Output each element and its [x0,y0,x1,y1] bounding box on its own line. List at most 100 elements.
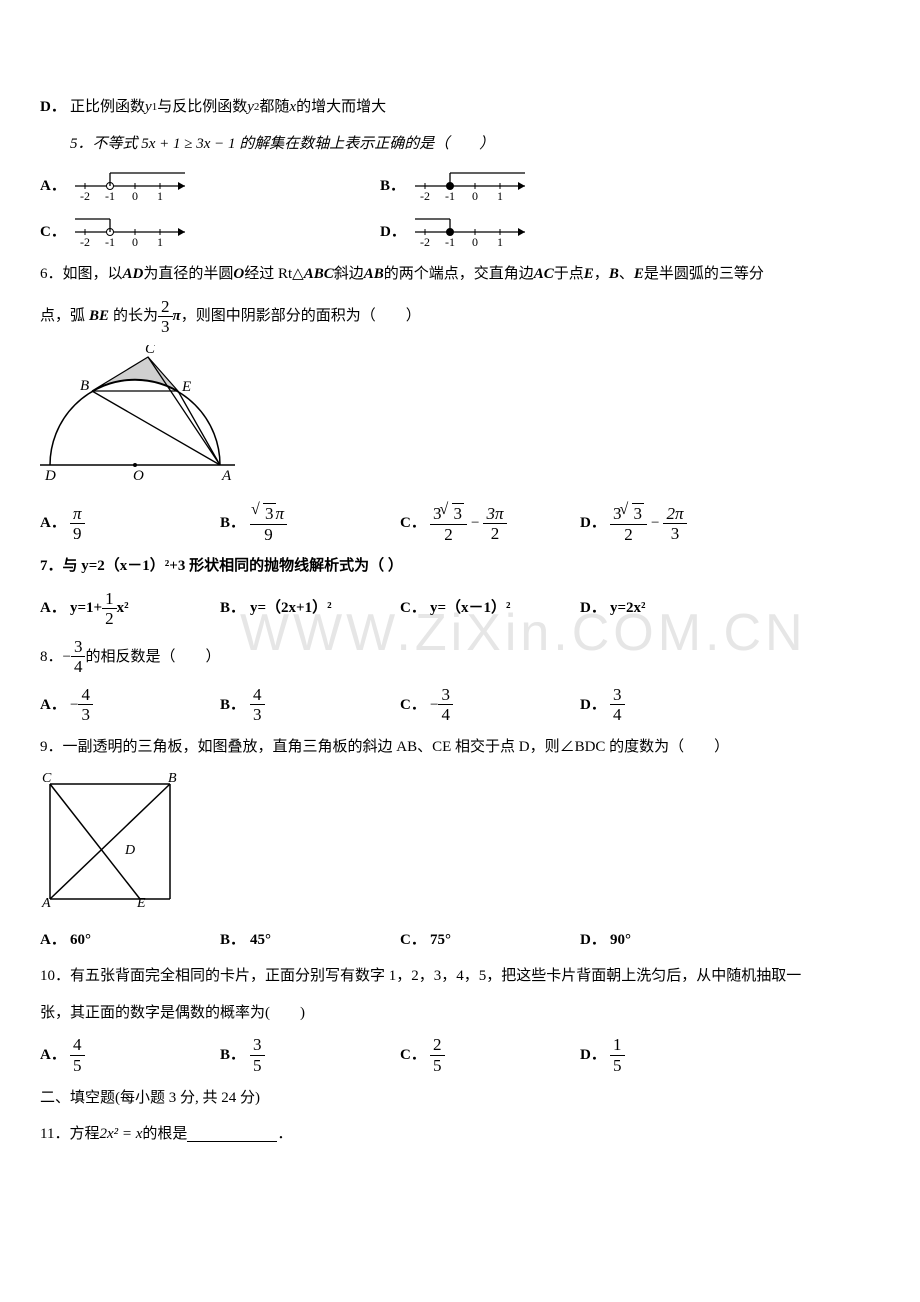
opt-d-label: D． [40,93,70,122]
q10-c-label: C． [400,1041,430,1070]
q6-line1: 6．如图，以 AD 为直径的半圆 O 经过 Rt△ ABC 斜边 AB 的两个端… [40,260,880,289]
q7-a-frac: 1 2 [102,589,117,629]
q6-t9: 是半圆弧的三等分 [644,260,764,289]
svg-text:-2: -2 [420,235,430,249]
q6-l2c: ，则图中阴影部分的面积为（ ） [181,302,421,331]
q6-l2a: 点，弧 [40,302,85,331]
q10-b-label: B． [220,1041,250,1070]
q6-t3: 经过 Rt△ [244,260,303,289]
q6-d-num2: 2π [663,504,686,525]
q6-t5: 的两个端点，交直角边 [384,260,534,289]
q6-a-num: π [70,504,85,525]
q10-options: A． 4 5 B． 3 5 C． 2 5 D． 1 5 [40,1035,880,1075]
svg-text:-1: -1 [445,235,455,249]
q6-a-den: 9 [70,524,85,544]
q8-a-frac: 4 3 [78,685,93,725]
q9-figure: A E C B D [40,769,880,920]
svg-text:-2: -2 [80,235,90,249]
q10-a-frac: 4 5 [70,1035,85,1075]
q6-frac-den: 3 [158,317,173,337]
q8-stem: 8． − 3 4 的相反数是（ ） [40,637,880,677]
q6-ac: AC [534,260,554,289]
optd-mid: 与反比例函数 [157,93,247,122]
q7-b-label: B． [220,594,250,623]
q10-line2: 张，其正面的数字是偶数的概率为( ) [40,999,880,1028]
q6-d-label: D． [580,509,610,538]
q6-options: A． π 9 B． 3π 9 C． 33 2 − 3π 2 [40,503,880,544]
svg-text:-2: -2 [420,189,430,203]
svg-text:1: 1 [157,189,163,203]
q-prev-option-d: D． 正比例函数 y 1 与反比例函数 y 2 都随 x 的增大而增大 [40,93,880,122]
q5-b-label: B． [380,172,410,201]
q6-ab: AB [364,260,384,289]
q8-d-label: D． [580,691,610,720]
q5-c-label: C． [40,218,70,247]
q9-b-val: 45° [250,926,271,955]
q9-d-val: 90° [610,926,631,955]
q10-d-label: D． [580,1041,610,1070]
q6-c-label: C． [400,509,430,538]
svg-text:1: 1 [497,189,503,203]
q6-t2: 为直径的半圆 [143,260,233,289]
q6-c-frac1: 33 2 [430,503,467,544]
q6-b-den: 9 [250,525,287,545]
q6-b-frac: 3π 9 [250,503,287,544]
q6-e: E [584,260,594,289]
q6-t7: ， [594,260,609,289]
svg-text:0: 0 [472,189,478,203]
svg-text:O: O [133,468,144,484]
q11-blank [187,1127,277,1142]
q10-d-frac: 1 5 [610,1035,625,1075]
q10-line1: 10．有五张背面完全相同的卡片，正面分别写有数字 1，2，3，4，5，把这些卡片… [40,962,880,991]
q7-c-val: y=（x－1）² [430,594,511,623]
q6-t8: 、 [619,260,634,289]
q6-a-label: A． [40,509,70,538]
q6-d-num1: 33 [610,503,647,525]
q5-stem: 5．不等式 5x + 1 ≥ 3x − 1 的解集在数轴上表示正确的是（ ） [40,130,880,159]
q8-pre: 8． [40,643,63,672]
q9-text: 9．一副透明的三角板，如图叠放，直角三角板的斜边 AB、CE 相交于点 D，则∠… [40,733,729,762]
q9-a-label: A． [40,926,70,955]
q10-l2: 张，其正面的数字是偶数的概率为( ) [40,999,305,1028]
q5-a-numberline: -2 -1 0 1 [70,166,200,206]
q6-t1: 6．如图，以 [40,260,123,289]
q6-t4: 斜边 [334,260,364,289]
q8-b-frac: 4 3 [250,685,265,725]
q6-c-den1: 2 [430,525,467,545]
optd-text-1: 正比例函数 [70,93,145,122]
q11-post: 的根是 [142,1120,187,1149]
q7-c-label: C． [400,594,430,623]
q5-d-label: D． [380,218,410,247]
svg-text:0: 0 [132,189,138,203]
q7-a-post: x² [117,594,129,623]
q11-pre: 11．方程 [40,1120,99,1149]
q7-stem: 7．与 y=2（x－1）²+3 形状相同的抛物线解析式为（ ） [40,552,880,581]
q6-d-minus: − [651,509,659,538]
q9-options: A． 60° B． 45° C． 75° D． 90° [40,926,880,955]
q8-d-frac: 3 4 [610,685,625,725]
q7-options: A． y=1+ 1 2 x² B． y=（2x+1）² C． y=（x－1）² … [40,589,880,629]
q5-b-numberline: -2 -1 0 1 [410,166,540,206]
q6-c-den2: 2 [483,524,506,544]
q6-d-den1: 2 [610,525,647,545]
q7-a-pre: y=1+ [70,594,102,623]
q5-a-label: A． [40,172,70,201]
q6-frac-num: 2 [158,297,173,318]
svg-text:A: A [41,896,51,909]
q6-c-num2: 3π [483,504,506,525]
q10-b-frac: 3 5 [250,1035,265,1075]
q6-t6: 于点 [554,260,584,289]
q8-c-sign: − [430,691,438,720]
svg-text:0: 0 [472,235,478,249]
svg-text:A: A [221,468,232,484]
q7-d-val: y=2x² [610,594,646,623]
q6-a-frac: π 9 [70,504,85,544]
q9-d-label: D． [580,926,610,955]
q8-post: 的相反数是（ ） [85,643,220,672]
q7-a-label: A． [40,594,70,623]
section-2-text: 二、填空题(每小题 3 分, 共 24 分) [40,1084,260,1113]
q6-ad: AD [123,260,144,289]
optd-y2: y [247,93,254,122]
q10-a-label: A． [40,1041,70,1070]
optd-y1: y [145,93,152,122]
